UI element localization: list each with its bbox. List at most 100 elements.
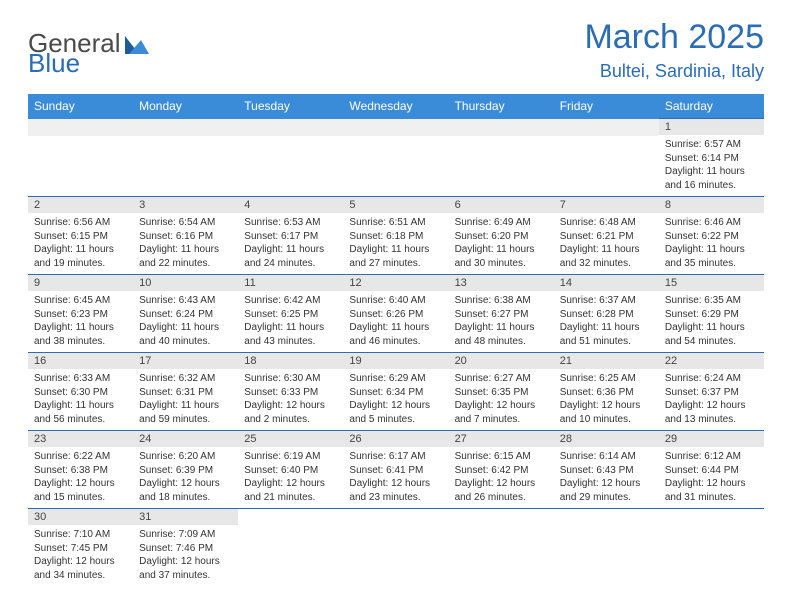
day-ss: Sunset: 6:36 PM	[560, 386, 653, 400]
day-number: 28	[554, 431, 659, 447]
calendar-cell: 20Sunrise: 6:27 AMSunset: 6:35 PMDayligh…	[449, 353, 554, 431]
calendar-cell	[238, 509, 343, 587]
day-dl2: and 48 minutes.	[455, 335, 548, 349]
day-sr: Sunrise: 6:19 AM	[244, 450, 337, 464]
day-details: Sunrise: 6:19 AMSunset: 6:40 PMDaylight:…	[238, 447, 343, 508]
day-ss: Sunset: 6:35 PM	[455, 386, 548, 400]
blank-strip	[28, 119, 133, 136]
header: General March 2025 Bultei, Sardinia, Ita…	[28, 18, 764, 82]
day-number: 22	[659, 353, 764, 369]
day-dl1: Daylight: 11 hours	[665, 243, 758, 257]
day-dl1: Daylight: 12 hours	[349, 477, 442, 491]
day-sr: Sunrise: 6:42 AM	[244, 294, 337, 308]
day-dl2: and 34 minutes.	[34, 569, 127, 583]
day-sr: Sunrise: 6:49 AM	[455, 216, 548, 230]
day-details: Sunrise: 6:57 AMSunset: 6:14 PMDaylight:…	[659, 135, 764, 196]
day-sr: Sunrise: 6:35 AM	[665, 294, 758, 308]
day-dl2: and 46 minutes.	[349, 335, 442, 349]
day-ss: Sunset: 6:21 PM	[560, 230, 653, 244]
blank-strip	[343, 119, 448, 136]
calendar-cell: 4Sunrise: 6:53 AMSunset: 6:17 PMDaylight…	[238, 197, 343, 275]
day-dl1: Daylight: 11 hours	[139, 243, 232, 257]
day-details: Sunrise: 6:53 AMSunset: 6:17 PMDaylight:…	[238, 213, 343, 274]
calendar-row: 2Sunrise: 6:56 AMSunset: 6:15 PMDaylight…	[28, 197, 764, 275]
day-number: 30	[28, 509, 133, 525]
day-dl1: Daylight: 11 hours	[560, 321, 653, 335]
day-dl2: and 24 minutes.	[244, 257, 337, 271]
day-dl1: Daylight: 12 hours	[455, 399, 548, 413]
calendar-cell: 30Sunrise: 7:10 AMSunset: 7:45 PMDayligh…	[28, 509, 133, 587]
day-dl1: Daylight: 11 hours	[455, 321, 548, 335]
day-details: Sunrise: 6:35 AMSunset: 6:29 PMDaylight:…	[659, 291, 764, 352]
day-dl2: and 15 minutes.	[34, 491, 127, 505]
day-number: 9	[28, 275, 133, 291]
day-number: 13	[449, 275, 554, 291]
day-number: 27	[449, 431, 554, 447]
day-dl2: and 21 minutes.	[244, 491, 337, 505]
day-ss: Sunset: 6:26 PM	[349, 308, 442, 322]
calendar-cell: 19Sunrise: 6:29 AMSunset: 6:34 PMDayligh…	[343, 353, 448, 431]
day-dl1: Daylight: 12 hours	[665, 477, 758, 491]
day-number: 19	[343, 353, 448, 369]
day-dl1: Daylight: 12 hours	[560, 399, 653, 413]
day-ss: Sunset: 6:14 PM	[665, 152, 758, 166]
calendar-row: 30Sunrise: 7:10 AMSunset: 7:45 PMDayligh…	[28, 509, 764, 587]
day-dl2: and 10 minutes.	[560, 413, 653, 427]
day-dl2: and 54 minutes.	[665, 335, 758, 349]
day-dl2: and 29 minutes.	[560, 491, 653, 505]
calendar-cell: 11Sunrise: 6:42 AMSunset: 6:25 PMDayligh…	[238, 275, 343, 353]
calendar-table: Sunday Monday Tuesday Wednesday Thursday…	[28, 94, 764, 587]
day-details: Sunrise: 6:15 AMSunset: 6:42 PMDaylight:…	[449, 447, 554, 508]
day-dl2: and 13 minutes.	[665, 413, 758, 427]
dayname-mon: Monday	[133, 94, 238, 119]
day-dl2: and 27 minutes.	[349, 257, 442, 271]
day-dl1: Daylight: 11 hours	[455, 243, 548, 257]
day-number: 7	[554, 197, 659, 213]
day-details: Sunrise: 6:45 AMSunset: 6:23 PMDaylight:…	[28, 291, 133, 352]
calendar-row: 9Sunrise: 6:45 AMSunset: 6:23 PMDaylight…	[28, 275, 764, 353]
day-sr: Sunrise: 6:22 AM	[34, 450, 127, 464]
day-dl2: and 32 minutes.	[560, 257, 653, 271]
day-dl2: and 26 minutes.	[455, 491, 548, 505]
day-sr: Sunrise: 6:51 AM	[349, 216, 442, 230]
day-sr: Sunrise: 6:46 AM	[665, 216, 758, 230]
day-dl1: Daylight: 12 hours	[139, 477, 232, 491]
day-details: Sunrise: 7:10 AMSunset: 7:45 PMDaylight:…	[28, 525, 133, 586]
blank-strip	[449, 119, 554, 136]
day-ss: Sunset: 6:31 PM	[139, 386, 232, 400]
day-dl2: and 35 minutes.	[665, 257, 758, 271]
day-details: Sunrise: 6:27 AMSunset: 6:35 PMDaylight:…	[449, 369, 554, 430]
day-dl1: Daylight: 12 hours	[34, 555, 127, 569]
day-details: Sunrise: 6:48 AMSunset: 6:21 PMDaylight:…	[554, 213, 659, 274]
day-number: 21	[554, 353, 659, 369]
day-details: Sunrise: 6:49 AMSunset: 6:20 PMDaylight:…	[449, 213, 554, 274]
day-ss: Sunset: 6:17 PM	[244, 230, 337, 244]
day-dl2: and 51 minutes.	[560, 335, 653, 349]
calendar-cell: 28Sunrise: 6:14 AMSunset: 6:43 PMDayligh…	[554, 431, 659, 509]
day-dl1: Daylight: 12 hours	[455, 477, 548, 491]
day-sr: Sunrise: 6:43 AM	[139, 294, 232, 308]
day-details: Sunrise: 6:40 AMSunset: 6:26 PMDaylight:…	[343, 291, 448, 352]
dayname-wed: Wednesday	[343, 94, 448, 119]
day-ss: Sunset: 6:42 PM	[455, 464, 548, 478]
day-dl2: and 40 minutes.	[139, 335, 232, 349]
calendar-cell: 29Sunrise: 6:12 AMSunset: 6:44 PMDayligh…	[659, 431, 764, 509]
day-number: 12	[343, 275, 448, 291]
day-details: Sunrise: 6:54 AMSunset: 6:16 PMDaylight:…	[133, 213, 238, 274]
calendar-cell: 9Sunrise: 6:45 AMSunset: 6:23 PMDaylight…	[28, 275, 133, 353]
day-dl1: Daylight: 12 hours	[139, 555, 232, 569]
day-number: 4	[238, 197, 343, 213]
calendar-cell: 21 Sunrise: 6:25 AMSunset: 6:36 PMDayligh…	[554, 353, 659, 431]
calendar-cell: 5Sunrise: 6:51 AMSunset: 6:18 PMDaylight…	[343, 197, 448, 275]
day-sr: Sunrise: 6:40 AM	[349, 294, 442, 308]
day-dl1: Daylight: 11 hours	[139, 399, 232, 413]
day-number: 3	[133, 197, 238, 213]
day-dl1: Daylight: 11 hours	[244, 243, 337, 257]
day-sr: Sunrise: 6:25 AM	[560, 372, 653, 386]
day-dl2: and 30 minutes.	[455, 257, 548, 271]
calendar-cell: 23Sunrise: 6:22 AMSunset: 6:38 PMDayligh…	[28, 431, 133, 509]
calendar-cell: 6Sunrise: 6:49 AMSunset: 6:20 PMDaylight…	[449, 197, 554, 275]
day-ss: Sunset: 6:40 PM	[244, 464, 337, 478]
day-sr: Sunrise: 6:14 AM	[560, 450, 653, 464]
day-sr: Sunrise: 6:29 AM	[349, 372, 442, 386]
